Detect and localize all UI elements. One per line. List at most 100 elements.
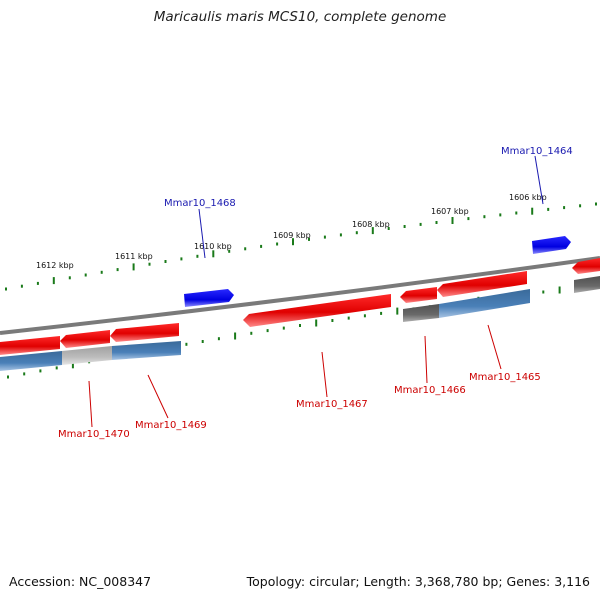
- gene-label-mmar10-1469[interactable]: Mmar10_1469: [135, 420, 207, 431]
- scale-tick-minor: [282, 326, 285, 330]
- scale-tick-minor: [515, 211, 518, 215]
- cds-bar-left-edge: [0, 351, 62, 371]
- scale-tick-minor: [68, 276, 71, 280]
- scale-tick-minor: [250, 331, 253, 335]
- scale-tick-major: [292, 238, 294, 246]
- scale-tick-minor: [276, 242, 279, 246]
- scale-label-1611: 1611 kbp: [115, 252, 153, 261]
- scale-tick-minor: [499, 213, 502, 217]
- scale-tick-minor: [347, 316, 350, 320]
- scale-tick-minor: [299, 324, 301, 327]
- leader-line-mmar10-1465: [487, 324, 502, 370]
- scale-tick-minor: [380, 311, 383, 315]
- scale-label-1612: 1612 kbp: [36, 261, 74, 270]
- scale-tick-minor: [7, 375, 9, 379]
- cds-bar-right-edge: [574, 276, 600, 293]
- scale-tick-major: [315, 319, 318, 327]
- scale-tick-minor: [542, 290, 545, 294]
- gene-arrow-mmar10-1464[interactable]: [532, 236, 571, 254]
- gene-label-mmar10-1465[interactable]: Mmar10_1465: [469, 372, 541, 383]
- scale-tick-minor: [39, 369, 42, 373]
- scale-tick-minor: [5, 287, 7, 291]
- scale-tick-minor: [363, 314, 366, 318]
- scale-tick-minor: [323, 235, 326, 239]
- scale-tick-minor: [387, 227, 390, 230]
- gene-arrow-mmar10-1468[interactable]: [184, 289, 234, 307]
- leader-line-mmar10-1469: [147, 374, 169, 419]
- gene-arrow-mmar10-1469-red[interactable]: [110, 323, 179, 342]
- scale-tick-minor: [339, 233, 342, 237]
- gene-label-mmar10-1468[interactable]: Mmar10_1468: [164, 198, 236, 209]
- scale-tick-major: [132, 263, 135, 271]
- leader-line-mmar10-1468: [198, 208, 206, 259]
- gene-arrow-left-edge[interactable]: [0, 336, 60, 355]
- leader-line-mmar10-1466: [424, 335, 428, 384]
- scale-tick-major: [212, 250, 215, 258]
- cds-bar-mmar10-1465: [439, 289, 530, 318]
- map-title: Maricaulis maris MCS10, complete genome: [153, 9, 447, 25]
- scale-tick-minor: [196, 254, 199, 258]
- leader-line-mmar10-1470: [88, 380, 93, 428]
- scale-tick-major: [396, 307, 399, 315]
- scale-tick-minor: [180, 257, 183, 261]
- accession-label: Accession: NC_008347: [9, 574, 152, 589]
- gene-arrow-mmar10-1466-red[interactable]: [400, 287, 437, 303]
- scale-tick-minor: [100, 270, 103, 274]
- scale-tick-minor: [435, 221, 438, 224]
- scale-tick-minor: [563, 206, 566, 210]
- scale-tick-minor: [266, 329, 269, 333]
- scale-label-1608: 1608 kbp: [352, 220, 390, 229]
- scale-tick-minor: [260, 244, 263, 248]
- gene-arrow-mmar10-1467[interactable]: [243, 294, 391, 327]
- scale-tick-minor: [403, 225, 406, 228]
- scale-label-1607: 1607 kbp: [431, 207, 469, 216]
- genome-backbone: [0, 256, 600, 335]
- scale-tick-major: [451, 217, 454, 224]
- scale-tick-minor: [547, 207, 550, 211]
- scale-tick-minor: [36, 281, 39, 285]
- gene-label-mmar10-1464[interactable]: Mmar10_1464: [501, 146, 573, 157]
- scale-tick-minor: [579, 204, 582, 208]
- cds-bar-mmar10-1470: [62, 346, 112, 365]
- scale-tick-minor: [84, 273, 87, 277]
- scale-label-1610: 1610 kbp: [194, 242, 232, 251]
- leader-line-mmar10-1464: [534, 155, 544, 205]
- scale-tick-minor: [148, 262, 151, 266]
- gene-label-mmar10-1470[interactable]: Mmar10_1470: [58, 429, 130, 440]
- scale-tick-minor: [20, 284, 23, 288]
- gene-label-mmar10-1467[interactable]: Mmar10_1467: [296, 399, 368, 410]
- scale-tick-major: [234, 332, 237, 340]
- outer-scale-ticks: [5, 202, 597, 291]
- scale-tick-minor: [419, 222, 422, 226]
- scale-tick-major: [531, 207, 534, 215]
- genome-summary: Topology: circular; Length: 3,368,780 bp…: [246, 574, 590, 589]
- scale-tick-major: [371, 227, 374, 235]
- cds-bar-mmar10-1469: [112, 341, 181, 360]
- scale-tick-major: [52, 277, 55, 285]
- scale-tick-minor: [595, 202, 597, 206]
- gene-label-mmar10-1466[interactable]: Mmar10_1466: [394, 385, 466, 396]
- scale-label-1609: 1609 kbp: [273, 231, 311, 240]
- scale-tick-minor: [228, 249, 231, 253]
- scale-tick-minor: [244, 247, 247, 251]
- gene-arrow-mmar10-1470-red[interactable]: [60, 330, 110, 348]
- scale-tick-minor: [23, 372, 26, 376]
- cds-bar-mmar10-1466: [403, 304, 439, 322]
- scale-tick-minor: [467, 217, 470, 221]
- scale-tick-minor: [55, 366, 58, 370]
- scale-tick-minor: [185, 342, 188, 346]
- gene-arrow-mmar10-1465-red[interactable]: [437, 271, 527, 297]
- scale-tick-major: [71, 361, 74, 369]
- scale-tick-minor: [308, 237, 310, 241]
- scale-tick-minor: [331, 319, 334, 322]
- scale-tick-minor: [201, 340, 204, 343]
- leader-line-mmar10-1467: [321, 351, 328, 398]
- scale-tick-minor: [116, 268, 119, 272]
- scale-tick-minor: [217, 337, 220, 341]
- scale-tick-minor: [164, 260, 167, 263]
- scale-tick-minor: [355, 231, 358, 235]
- scale-label-1606: 1606 kbp: [509, 193, 547, 202]
- scale-tick-minor: [483, 215, 486, 219]
- gene-arrow-right-edge[interactable]: [572, 258, 600, 274]
